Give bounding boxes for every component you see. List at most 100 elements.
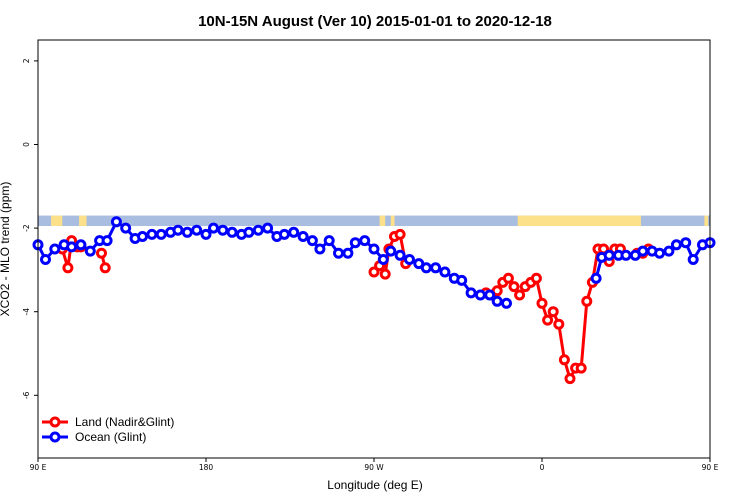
x-tick-label: 90 E: [30, 463, 47, 472]
series-ocean-point: [172, 224, 184, 236]
series-ocean-point: [620, 249, 632, 261]
legend: Land (Nadir&Glint) Ocean (Glint): [42, 415, 174, 444]
series-land-point: [547, 306, 559, 318]
series-ocean-point: [200, 228, 212, 240]
series-ocean-point: [377, 254, 389, 265]
x-tick-label: 90 W: [364, 463, 384, 472]
series-land-point: [553, 318, 565, 330]
series-ocean-point: [252, 224, 264, 236]
series-ocean-point: [430, 262, 442, 274]
series-ocean-point: [226, 226, 238, 238]
x-tick-label: 0: [540, 463, 545, 472]
series-ocean-point: [262, 222, 274, 234]
series-land-point: [581, 295, 593, 307]
series-land-point: [368, 266, 380, 278]
series-ocean-point: [368, 243, 380, 255]
x-tick-label: 180: [199, 463, 214, 472]
series-ocean-point: [243, 226, 255, 238]
land-patch: [51, 215, 63, 227]
land-patch: [390, 215, 395, 227]
land-patch: [79, 215, 87, 227]
series-ocean-point: [491, 295, 503, 307]
series-ocean-point: [278, 228, 290, 240]
series-ocean-point: [306, 235, 318, 247]
series-ocean-point: [146, 228, 158, 240]
land-patch: [379, 215, 386, 227]
y-tick-label: -6: [22, 391, 31, 399]
series-ocean-point: [40, 254, 51, 265]
series-ocean-point: [66, 241, 78, 253]
series-ocean-point: [297, 231, 309, 242]
y-tick-label: 2: [22, 58, 31, 63]
series-ocean-point: [101, 235, 113, 247]
series-ocean-point: [110, 216, 122, 228]
series-ocean-point: [670, 239, 682, 251]
series-ocean-point: [137, 231, 148, 242]
x-axis: 90 E 180 90 W 0 90 E: [30, 458, 719, 472]
series-ocean-point: [637, 245, 649, 257]
series-land-point: [542, 314, 554, 326]
series-ocean-point: [75, 239, 87, 251]
series-land: [56, 228, 654, 385]
series-land-point: [536, 297, 548, 309]
legend-item-ocean: Ocean (Glint): [42, 430, 146, 444]
x-tick-label: 90 E: [702, 463, 719, 472]
y-axis: 2 0 -2 -4 -6: [22, 58, 38, 399]
series-land-point: [96, 247, 107, 259]
series-ocean-point: [181, 226, 193, 238]
series-ocean-point: [385, 245, 397, 257]
series-land-point: [558, 354, 570, 366]
y-tick-label: -4: [22, 308, 31, 316]
series-ocean-point: [49, 243, 61, 255]
series-ocean-point: [663, 245, 675, 257]
series-ocean-point: [501, 297, 512, 309]
land-patch: [704, 215, 709, 227]
series-ocean-point: [603, 249, 615, 261]
series-ocean-point: [484, 289, 496, 301]
chart-title: 10N-15N August (Ver 10) 2015-01-01 to 20…: [198, 13, 552, 30]
series-ocean-point: [420, 262, 432, 274]
legend-item-land: Land (Nadir&Glint): [42, 415, 174, 429]
series-ocean-point: [359, 235, 371, 247]
y-tick-label: 0: [22, 142, 31, 147]
series-ocean-point: [342, 247, 354, 259]
series-ocean-point: [456, 274, 468, 286]
series-ocean-point: [208, 222, 219, 234]
series-land-point: [508, 281, 520, 293]
series-ocean-point: [323, 235, 335, 247]
series-land-point: [575, 362, 587, 374]
series-land-point: [530, 272, 542, 284]
series-land-point: [394, 228, 406, 240]
series-ocean-point: [120, 222, 132, 234]
series-land-point: [564, 373, 576, 385]
series-ocean-point: [394, 249, 406, 261]
legend-swatch-land-marker: [49, 416, 61, 428]
y-tick-label: -2: [22, 224, 31, 232]
series-ocean-point: [155, 228, 167, 240]
land-patch: [517, 215, 641, 227]
series-ocean-point: [349, 237, 361, 249]
series-ocean-point: [288, 226, 300, 238]
series-land-point: [379, 268, 391, 280]
series-ocean-point: [314, 243, 326, 255]
series-ocean-point: [217, 224, 229, 236]
legend-swatch-ocean-marker: [49, 431, 61, 443]
x-axis-label: Longitude (deg E): [327, 478, 422, 492]
series-ocean-point: [687, 254, 699, 265]
series-ocean-point: [680, 237, 692, 249]
series-ocean-point: [439, 266, 451, 278]
y-axis-label: XCO2 - MLO trend (ppm): [0, 182, 12, 317]
ocean-band: [38, 215, 710, 227]
series-ocean-point: [333, 247, 344, 259]
series-ocean-point: [404, 254, 415, 265]
series-land-point: [62, 262, 74, 274]
series-ocean-point: [84, 245, 96, 257]
series-ocean-point: [465, 287, 477, 299]
series-ocean-point: [590, 272, 602, 284]
series-land-point: [99, 262, 111, 274]
series-ocean-point: [474, 289, 486, 301]
series-land-point: [514, 289, 526, 301]
series-ocean-point: [191, 224, 203, 236]
legend-label-ocean: Ocean (Glint): [75, 430, 146, 444]
